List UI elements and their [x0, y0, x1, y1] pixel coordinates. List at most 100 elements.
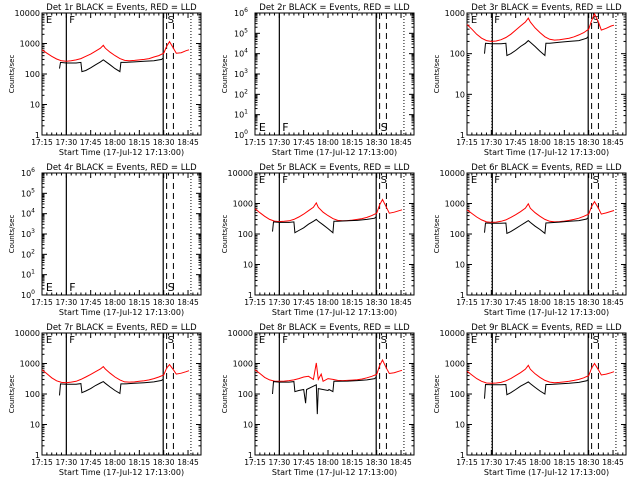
x-tick-label: 18:00 [529, 298, 551, 307]
lld-series-line [254, 198, 403, 223]
x-axis-label: Start Time (17-Jul-12 17:13:00) [59, 308, 184, 317]
marker-label-e: E [471, 15, 477, 26]
x-tick-label: 18:30 [578, 458, 600, 467]
y-tick-label: 101 [234, 109, 248, 120]
panel-title: Det 1r BLACK = Events, RED = LLD [46, 3, 197, 13]
x-tick-label: 18:30 [153, 298, 175, 307]
x-tick-label: 17:30 [269, 458, 291, 467]
x-tick-label: 17:30 [56, 138, 78, 147]
y-tick-label: 100 [25, 390, 40, 399]
y-tick-label: 100 [450, 230, 465, 239]
x-tick-label: 17:45 [80, 458, 102, 467]
panel-det-3r: Det 3r BLACK = Events, RED = LLD Counts/s… [433, 3, 627, 157]
panel-title: Det 4r BLACK = Events, RED = LLD [46, 163, 197, 173]
y-tick-label: 101 [21, 269, 35, 280]
y-tick-label: 100 [450, 390, 465, 399]
marker-label-e: E [471, 335, 477, 346]
y-tick-label: 106 [234, 7, 248, 18]
x-tick-label: 17:45 [293, 138, 315, 147]
marker-label-s: S [381, 335, 387, 346]
x-tick-label: 17:45 [293, 298, 315, 307]
panel-det-1r: Det 1r BLACK = Events, RED = LLD Counts/s… [8, 3, 202, 157]
x-tick-label: 17:15 [244, 138, 266, 147]
marker-label-e: E [46, 335, 52, 346]
marker-label-s: S [593, 335, 599, 346]
x-tick-label: 18:15 [129, 458, 151, 467]
y-tick-label: 10 [455, 421, 465, 430]
x-tick-label: 17:15 [31, 138, 53, 147]
plot-frame [466, 332, 627, 456]
x-tick-label: 18:45 [390, 458, 412, 467]
y-tick-label: 100 [21, 289, 35, 300]
x-tick-label: 18:15 [129, 138, 151, 147]
y-tick-label: 10000 [440, 169, 465, 178]
y-tick-label: 105 [234, 27, 248, 38]
x-axis-label: Start Time (17-Jul-12 17:13:00) [484, 468, 609, 477]
marker-label-f: F [282, 335, 288, 346]
x-tick-label: 17:15 [244, 458, 266, 467]
y-tick-label: 10 [455, 90, 465, 99]
marker-label-f: F [494, 175, 500, 186]
y-tick-label: 1000 [20, 360, 40, 369]
x-tick-label: 18:30 [153, 138, 175, 147]
marker-label-e: E [46, 281, 53, 294]
marker-label-e: E [46, 15, 52, 26]
x-tick-label: 17:45 [80, 138, 102, 147]
y-tick-label: 100 [25, 70, 40, 79]
x-tick-label: 17:45 [505, 298, 527, 307]
x-tick-label: 18:30 [153, 458, 175, 467]
x-tick-label: 17:30 [56, 458, 78, 467]
y-tick-label: 10 [243, 261, 253, 270]
y-tick-label: 103 [234, 68, 248, 79]
y-tick-label: 10000 [228, 329, 253, 338]
panel-det-7r: Det 7r BLACK = Events, RED = LLD Counts/s… [8, 323, 202, 477]
panel-det-6r: Det 6r BLACK = Events, RED = LLD Counts/s… [433, 163, 627, 317]
y-tick-label: 10 [455, 261, 465, 270]
y-tick-label: 102 [234, 88, 248, 99]
y-tick-label: 10000 [228, 169, 253, 178]
marker-label-f: F [69, 15, 75, 26]
panel-title: Det 6r BLACK = Events, RED = LLD [471, 163, 622, 173]
marker-label-f: F [69, 281, 75, 294]
panel-title: Det 2r BLACK = Events, RED = LLD [259, 3, 410, 13]
x-tick-label: 18:45 [177, 298, 199, 307]
marker-label-e: E [471, 175, 477, 186]
x-axis-label: Start Time (17-Jul-12 17:13:00) [484, 148, 609, 157]
y-tick-label: 10000 [15, 9, 40, 18]
lld-series-line [41, 40, 190, 62]
marker-label-e: E [259, 121, 266, 134]
events-series-line [272, 216, 377, 234]
x-tick-label: 17:15 [31, 458, 53, 467]
panel-det-2r: Det 2r BLACK = Events, RED = LLD Counts/s… [221, 3, 415, 157]
y-tick-label: 10000 [440, 329, 465, 338]
y-axis-label: Counts/sec [433, 55, 441, 94]
x-tick-label: 17:15 [31, 298, 53, 307]
x-tick-label: 17:30 [56, 298, 78, 307]
x-tick-label: 18:45 [177, 138, 199, 147]
x-tick-label: 18:00 [104, 298, 126, 307]
x-axis-label: Start Time (17-Jul-12 17:13:00) [484, 308, 609, 317]
x-tick-label: 18:15 [342, 458, 364, 467]
y-tick-label: 103 [21, 228, 35, 239]
x-tick-label: 18:45 [602, 138, 624, 147]
lld-series-line [466, 200, 615, 223]
x-axis-label: Start Time (17-Jul-12 17:13:00) [272, 308, 397, 317]
marker-label-s: S [168, 15, 174, 26]
panel-title: Det 3r BLACK = Events, RED = LLD [471, 3, 622, 13]
x-tick-label: 18:15 [342, 138, 364, 147]
x-tick-label: 18:45 [390, 298, 412, 307]
x-tick-label: 17:30 [269, 298, 291, 307]
x-tick-label: 17:45 [80, 298, 102, 307]
x-tick-label: 18:45 [602, 458, 624, 467]
y-tick-label: 102 [21, 248, 35, 259]
y-tick-label: 1000 [445, 360, 465, 369]
lld-series-line [466, 362, 615, 384]
panel-det-8r: Det 8r BLACK = Events, RED = LLD Counts/s… [221, 323, 415, 477]
y-tick-label: 1000 [445, 9, 465, 18]
x-tick-label: 18:30 [578, 138, 600, 147]
marker-label-f: F [494, 335, 500, 346]
y-tick-label: 100 [238, 390, 253, 399]
marker-label-s: S [168, 281, 175, 294]
marker-label-e: E [259, 175, 265, 186]
y-tick-label: 1000 [233, 360, 253, 369]
